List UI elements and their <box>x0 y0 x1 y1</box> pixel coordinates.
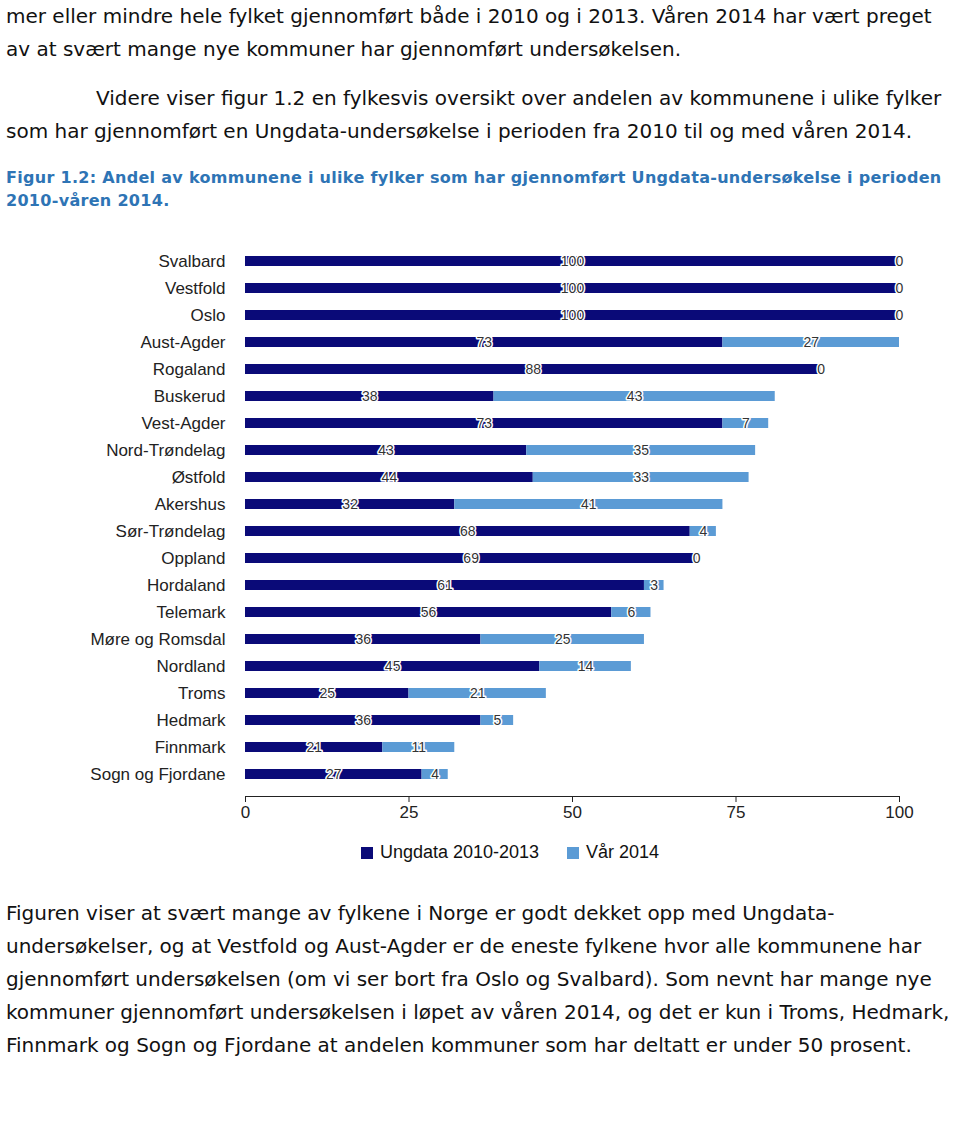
svg-text:27: 27 <box>326 766 342 782</box>
svg-text:Østfold: Østfold <box>172 468 226 487</box>
svg-text:0: 0 <box>896 253 904 269</box>
svg-text:Sør-Trøndelag: Sør-Trøndelag <box>116 522 226 541</box>
svg-text:100: 100 <box>561 307 585 323</box>
svg-text:Nord-Trøndelag: Nord-Trøndelag <box>106 441 225 460</box>
svg-text:0: 0 <box>693 550 701 566</box>
html-text:Figuren viser at svært mange a: Figuren viser at svært mange av fylkene … <box>6 901 950 1057</box>
svg-text:45: 45 <box>385 658 401 674</box>
svg-text:Oppland: Oppland <box>161 549 225 568</box>
svg-text:38: 38 <box>362 388 378 404</box>
svg-text:11: 11 <box>412 739 427 755</box>
svg-text:43: 43 <box>378 442 394 458</box>
svg-text:25: 25 <box>400 803 419 822</box>
html-text:Vår 2014: Vår 2014 <box>586 842 660 862</box>
svg-text:21: 21 <box>306 739 322 755</box>
svg-text:Rogaland: Rogaland <box>153 360 226 379</box>
svg-text:0: 0 <box>817 361 825 377</box>
svg-text:0: 0 <box>896 280 904 296</box>
html-text:Ungdata 2010-2013: Ungdata 2010-2013 <box>379 842 539 862</box>
svg-text:Vest-Agder: Vest-Agder <box>141 414 225 433</box>
svg-text:61: 61 <box>437 577 453 593</box>
svg-text:56: 56 <box>421 604 437 620</box>
svg-text:43: 43 <box>627 388 643 404</box>
svg-text:41: 41 <box>581 496 597 512</box>
svg-text:Oslo: Oslo <box>191 306 226 325</box>
svg-text:50: 50 <box>563 803 582 822</box>
svg-text:25: 25 <box>319 685 335 701</box>
svg-text:100: 100 <box>561 253 585 269</box>
svg-text:0: 0 <box>241 803 250 822</box>
svg-text:Buskerud: Buskerud <box>154 387 226 406</box>
html-text:mer eller mindre hele fylket g: mer eller mindre hele fylket gjennomført… <box>6 4 932 61</box>
svg-text:Akershus: Akershus <box>155 495 226 514</box>
svg-text:25: 25 <box>555 631 571 647</box>
svg-text:73: 73 <box>476 334 492 350</box>
svg-text:35: 35 <box>633 442 649 458</box>
svg-text:32: 32 <box>342 496 358 512</box>
svg-text:5: 5 <box>493 712 501 728</box>
svg-text:68: 68 <box>460 523 476 539</box>
svg-text:69: 69 <box>463 550 479 566</box>
svg-text:4: 4 <box>699 523 707 539</box>
svg-text:Telemark: Telemark <box>157 603 226 622</box>
svg-text:Nordland: Nordland <box>157 657 226 676</box>
svg-text:Hedmark: Hedmark <box>157 711 226 730</box>
svg-text:100: 100 <box>885 803 913 822</box>
svg-text:21: 21 <box>470 685 486 701</box>
svg-text:44: 44 <box>382 469 398 485</box>
svg-text:6: 6 <box>627 604 635 620</box>
svg-text:Sogn og Fjordane: Sogn og Fjordane <box>90 765 225 784</box>
svg-text:14: 14 <box>578 658 594 674</box>
svg-text:Finnmark: Finnmark <box>155 738 226 757</box>
svg-text:7: 7 <box>742 415 750 431</box>
svg-text:73: 73 <box>476 415 492 431</box>
html-text:Videre viser figur 1.2 en fylk: Videre viser figur 1.2 en fylkesvis over… <box>6 86 942 143</box>
svg-text:Troms: Troms <box>178 684 226 703</box>
svg-text:Svalbard: Svalbard <box>158 252 225 271</box>
html-text:Figur 1.2: Andel av kommunene: Figur 1.2: Andel av kommunene i ulike fy… <box>6 168 942 210</box>
svg-text:4: 4 <box>431 766 439 782</box>
svg-text:88: 88 <box>525 361 541 377</box>
svg-text:Møre og Romsdal: Møre og Romsdal <box>90 630 225 649</box>
svg-text:Hordaland: Hordaland <box>147 576 225 595</box>
svg-text:33: 33 <box>633 469 649 485</box>
svg-text:100: 100 <box>561 280 585 296</box>
svg-text:0: 0 <box>896 307 904 323</box>
svg-text:36: 36 <box>355 712 371 728</box>
svg-text:Aust-Agder: Aust-Agder <box>140 333 225 352</box>
svg-text:3: 3 <box>650 577 658 593</box>
svg-text:36: 36 <box>355 631 371 647</box>
svg-text:Vestfold: Vestfold <box>165 279 226 298</box>
svg-text:75: 75 <box>727 803 746 822</box>
svg-text:27: 27 <box>803 334 819 350</box>
